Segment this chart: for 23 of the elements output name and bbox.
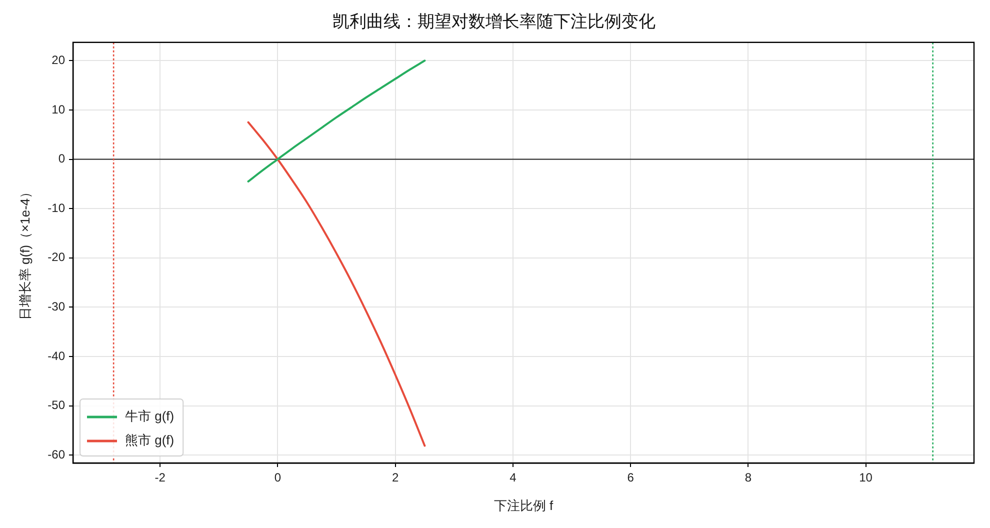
legend-label: 熊市 g(f)	[125, 432, 174, 448]
x-tick-label: 0	[274, 470, 282, 485]
x-tick-label: 10	[859, 470, 873, 485]
y-tick-label: -60	[48, 447, 66, 462]
y-tick-label: -20	[48, 250, 66, 264]
line-series	[247, 121, 426, 447]
y-tick-label: 10	[52, 102, 66, 116]
y-tick-label: -10	[48, 200, 66, 215]
x-axis-title: 下注比例 f	[494, 498, 554, 513]
x-tick-label: 2	[392, 470, 399, 485]
y-tick-label: 20	[52, 52, 66, 67]
x-tick-label: 6	[627, 470, 634, 485]
y-tick-label: -50	[48, 398, 66, 412]
y-axis-title: 日增长率 g(f)（×1e-4）	[17, 185, 32, 320]
y-tick-label: -40	[48, 348, 66, 363]
x-tick-label: 4	[510, 470, 517, 485]
y-tick-label: -30	[48, 300, 66, 314]
x-tick-label: -2	[154, 470, 166, 485]
y-tick-label: 0	[58, 152, 66, 166]
legend-label: 牛市 g(f)	[125, 408, 174, 424]
line-series	[247, 60, 426, 182]
x-tick-label: 8	[744, 470, 752, 485]
chart-title: 凯利曲线：期望对数增长率随下注比例变化	[332, 12, 656, 31]
